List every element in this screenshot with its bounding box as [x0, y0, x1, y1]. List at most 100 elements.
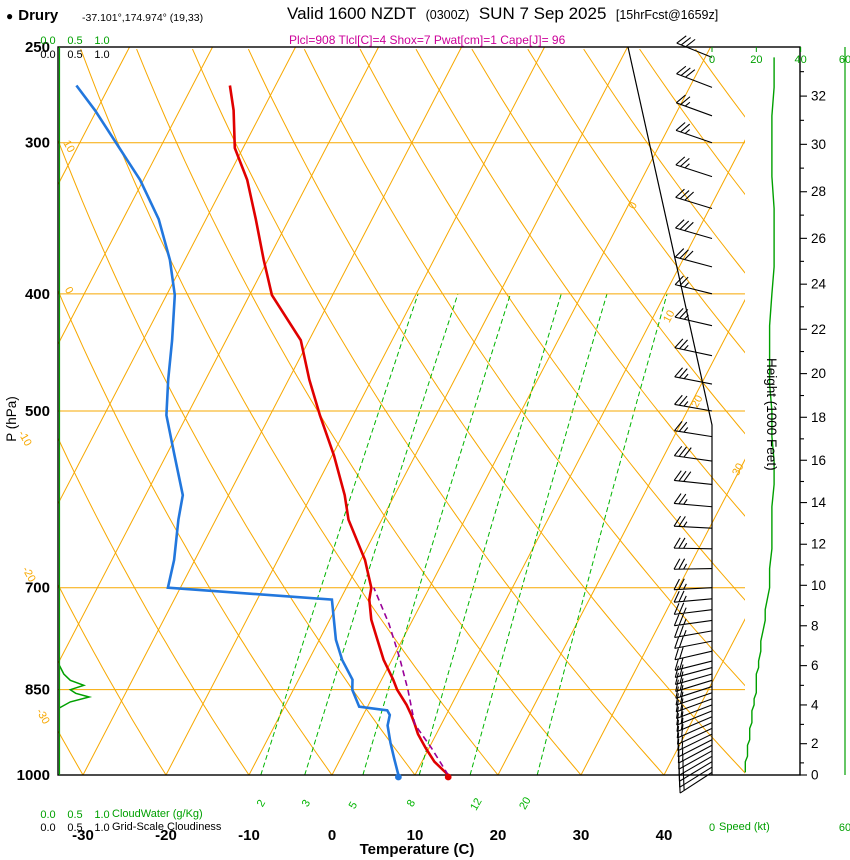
wind-barb-half-feather — [684, 282, 690, 288]
wind-barb-feather — [678, 613, 685, 626]
wind-barb-staff — [674, 587, 713, 591]
wind-barb-half-feather — [683, 607, 687, 614]
wind-barb-staff — [676, 73, 713, 88]
wind-barb-feather — [684, 191, 694, 201]
dry-adiabat-label: -30 — [33, 707, 51, 727]
wind-barb-feather — [675, 219, 685, 229]
wind-barb-feather — [675, 699, 679, 712]
wind-barb-half-feather — [684, 101, 691, 107]
wind-barb-staff — [678, 750, 713, 770]
valid-time-zulu: (0300Z) — [425, 8, 470, 22]
wind-barb-half-feather — [683, 521, 688, 527]
wind-barbs — [673, 35, 713, 794]
wind-barb-feather — [680, 37, 692, 46]
cloudwater-scale-label: 0.5 — [67, 809, 82, 821]
wind-barb-half-feather — [683, 373, 689, 380]
wind-barb-staff — [673, 547, 713, 550]
wind-barb-half-feather — [683, 344, 689, 351]
height-tick-label: 10 — [811, 578, 826, 593]
dry-adiabat-line — [58, 583, 167, 775]
height-tick-label: 16 — [811, 453, 826, 468]
wind-barb-feather — [679, 190, 690, 200]
wind-barb-feather — [676, 726, 680, 739]
cloudwater-scale-label: 0.0 — [40, 809, 55, 821]
wind-barb-feather — [678, 516, 686, 527]
wind-barb-staff — [674, 376, 713, 385]
mixing-ratio-label: 3 — [300, 798, 313, 809]
speed-tick-label: 40 — [795, 54, 807, 66]
height-tick-label: 0 — [811, 768, 819, 783]
pressure-axis-label: P (hPa) — [4, 396, 19, 442]
cloudwater-scale-label: 1.0 — [94, 35, 109, 47]
wind-barb-feather — [680, 717, 684, 730]
wind-barb-feather — [674, 672, 679, 685]
forecast-tag: [15hrFcst@1659z] — [615, 8, 719, 22]
isotherm-label: 30 — [730, 461, 746, 477]
wind-barb-feather — [675, 188, 685, 198]
temp-tick-label: -30 — [72, 827, 94, 844]
wind-barb-staff — [678, 755, 713, 776]
dewpoint-trace — [75, 84, 400, 776]
wind-barb-half-feather — [684, 163, 690, 169]
wind-barb-half-feather — [683, 618, 687, 625]
wind-barb-half-feather — [683, 563, 687, 570]
wind-barb-feather — [680, 698, 684, 711]
wind-barb-half-feather — [683, 542, 688, 549]
wind-barb-feather — [676, 35, 687, 44]
dry-adiabat-line — [58, 138, 416, 775]
wind-barb-feather — [674, 394, 683, 405]
height-tick-label: 6 — [811, 658, 819, 673]
wind-barb-feather — [679, 220, 690, 230]
height-tick-label: 26 — [811, 231, 826, 246]
mixing-ratio-label: 12 — [468, 796, 485, 813]
wind-barb-staff — [674, 455, 713, 462]
pressure-tick-label: 500 — [25, 403, 50, 420]
wind-barb-half-feather — [681, 736, 683, 743]
mixing-ratio-label: 5 — [347, 800, 360, 811]
wind-barb-staff — [674, 609, 713, 615]
wind-barb-staff — [674, 502, 713, 508]
wind-barb-feather — [675, 686, 679, 699]
wind-barb-staff — [677, 733, 713, 752]
cloudwater-scale-label: 1.0 — [94, 809, 109, 821]
cloudiness-scale-label: 0.5 — [67, 822, 82, 834]
wind-barb-feather — [676, 713, 679, 726]
wind-barb-feather — [678, 368, 688, 379]
wind-barb-feather — [673, 493, 682, 504]
wind-barb-feather — [675, 122, 686, 131]
wind-barb-feather — [678, 446, 687, 457]
wind-barb-feather — [673, 558, 681, 570]
isotherm-line — [58, 47, 214, 346]
dry-adiabat-line — [247, 48, 745, 774]
cloudwater-scale-label: 0.5 — [67, 35, 82, 47]
valid-time-line: Valid 1600 NZDT (0300Z) SUN 7 Sep 2025 [… — [287, 4, 723, 24]
wind-barb-feather — [679, 684, 684, 697]
isotherm-label: 10 — [661, 308, 677, 324]
dry-adiabat-line — [80, 48, 499, 775]
wind-barb-feather — [679, 309, 689, 319]
parcel-trace — [373, 587, 449, 776]
height-tick-label: 8 — [811, 618, 819, 633]
wind-barb-feather — [678, 558, 686, 570]
wind-barb-staff — [674, 479, 713, 485]
dry-adiabat-line — [415, 48, 745, 517]
wind-barb-feather — [678, 625, 684, 637]
plot-frame — [57, 46, 801, 776]
wind-barb-feather — [678, 493, 687, 505]
temp-tick-label: 40 — [656, 827, 673, 844]
wind-barb-feather — [673, 445, 683, 457]
wind-barb-feather — [674, 626, 680, 638]
wind-speed-curve — [744, 57, 775, 773]
wind-barb-feather — [673, 515, 682, 527]
wind-barb-staff — [674, 630, 713, 639]
speed-tick-label: 60 — [839, 54, 850, 66]
wind-barb-staff — [674, 650, 713, 661]
cloudwater-axis-label: CloudWater (g/Kg) — [112, 808, 203, 820]
height-tick-label: 18 — [811, 410, 826, 425]
dry-adiabat-line — [136, 48, 582, 775]
wind-barb-staff — [677, 722, 713, 739]
cloudiness-axis-label: Grid-Scale Cloudiness — [112, 821, 222, 833]
wind-barb-feather — [680, 67, 691, 76]
temperature-axis-label: Temperature (C) — [359, 841, 475, 858]
